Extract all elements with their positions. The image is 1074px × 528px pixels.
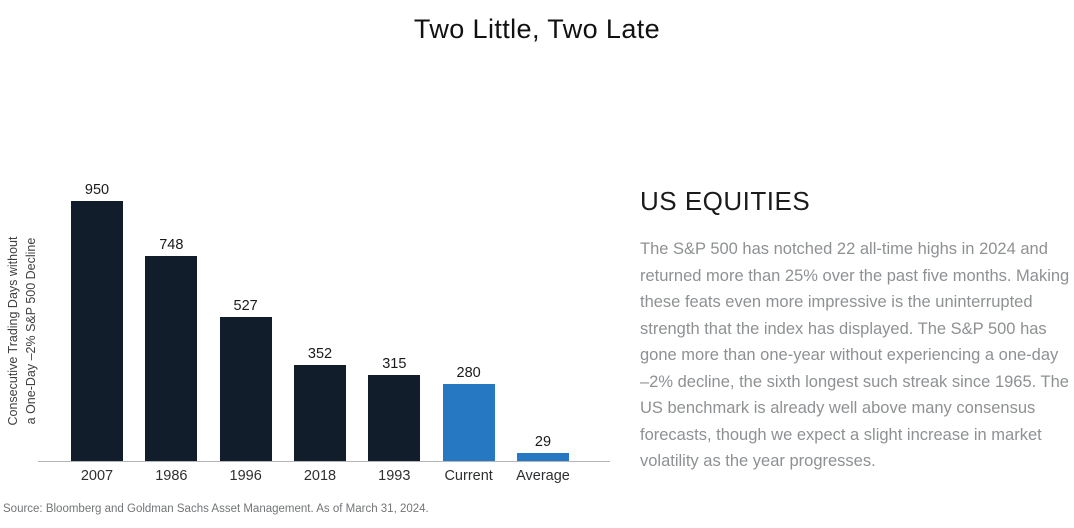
bar-group: 352 [293, 346, 346, 461]
bar-group: 527 [219, 298, 272, 461]
x-axis-label: Current [444, 468, 493, 484]
bar-1993 [368, 375, 421, 461]
bar-group: 280 [442, 365, 495, 461]
x-axis-label: 1993 [378, 468, 411, 484]
commentary-panel: US EQUITIES The S&P 500 has notched 22 a… [640, 186, 1070, 475]
bar-group: 315 [368, 356, 421, 461]
x-axis-label: Average [516, 468, 570, 484]
bar-value-label: 352 [307, 346, 333, 362]
x-axis-label: 1996 [229, 468, 262, 484]
x-axis-label: 2018 [303, 468, 337, 484]
page-title: Two Little, Two Late [413, 14, 661, 44]
bar-value-label: 748 [159, 237, 184, 253]
commentary-text: The S&P 500 has notched 22 all-time high… [640, 240, 1070, 470]
x-axis-labels: 2007 1986 1996 2018 1993 Current Average [38, 468, 610, 484]
bar-group: 29 [516, 434, 569, 461]
bar-value-label: 527 [233, 298, 258, 314]
bar-current [442, 384, 495, 461]
x-axis-label: 1986 [155, 468, 188, 484]
bar-value-label: 315 [382, 356, 407, 372]
y-axis-label-line1: Consecutive Trading Days without [6, 236, 20, 426]
bar-value-label: 280 [456, 365, 481, 381]
bar-group: 950 [71, 182, 123, 461]
x-axis-label: 2007 [80, 468, 114, 484]
section-heading: US EQUITIES [640, 186, 811, 216]
bar-chart: 950 748 527 352 315 280 29 [38, 178, 610, 462]
bar-2018 [293, 365, 346, 461]
bar-average [516, 453, 569, 461]
bar-group: 748 [145, 237, 198, 461]
bar-1986 [145, 256, 198, 461]
bar-value-label: 950 [84, 182, 110, 198]
source-attribution: Source: Bloomberg and Goldman Sachs Asse… [3, 503, 429, 515]
bar-2007 [71, 201, 123, 461]
bar-value-label: 29 [534, 434, 552, 450]
bar-1996 [219, 317, 272, 461]
